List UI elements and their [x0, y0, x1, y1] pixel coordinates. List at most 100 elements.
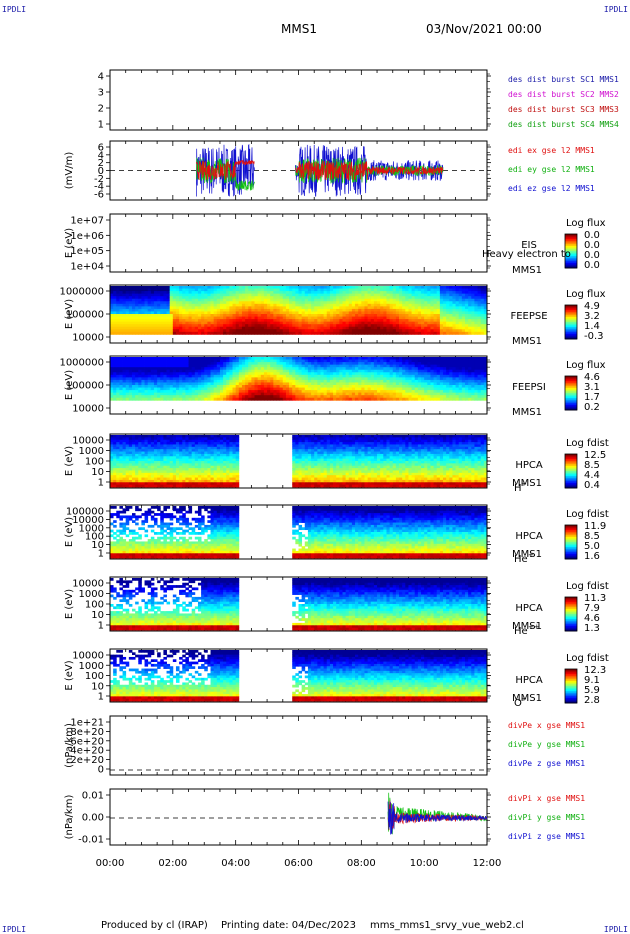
spectrogram-cell — [229, 395, 233, 399]
spectrogram-cell — [216, 316, 221, 320]
spectrogram-cell — [273, 314, 277, 317]
spectrogram-cell — [414, 293, 419, 297]
spectrogram-cell — [219, 326, 224, 330]
spectrogram-cell — [276, 329, 281, 333]
spectrogram-cell — [295, 377, 299, 381]
spectrogram-cell — [389, 385, 394, 388]
spectrogram-cell — [326, 385, 331, 388]
spectrogram-cell — [135, 321, 139, 325]
spectrogram-cell — [304, 293, 309, 297]
spectrogram-cell — [392, 392, 397, 396]
spectrogram-cell — [147, 321, 152, 325]
spectrogram-cell — [238, 288, 243, 292]
spectrogram-cell — [329, 397, 334, 401]
spectrogram-cell — [301, 395, 306, 399]
spectrogram-cell — [323, 293, 328, 297]
spectrogram-cell — [169, 359, 174, 363]
spectrogram-cell — [395, 392, 400, 396]
spectrogram-cell — [370, 321, 375, 325]
spectrogram-cell — [361, 293, 365, 297]
spectrogram-cell — [150, 359, 155, 363]
spectrogram-cell — [424, 382, 428, 386]
spectrogram-cell — [138, 372, 142, 376]
spectrogram-cell — [477, 387, 482, 391]
spectrogram-cell — [169, 296, 174, 300]
spectrogram-cell — [251, 362, 255, 366]
spectrogram-cell — [204, 311, 208, 315]
spectrogram-cell — [235, 288, 240, 292]
spectrogram-cell — [223, 314, 227, 317]
spectrogram-cell — [430, 329, 434, 333]
spectrogram-cell — [254, 329, 259, 333]
spectrogram-cell — [345, 369, 350, 373]
spectrogram-cell — [128, 367, 133, 371]
spectrogram-cell — [226, 301, 230, 305]
spectrogram-cell — [213, 321, 218, 325]
spectrogram-cell — [260, 316, 265, 320]
spectrogram-cell — [333, 298, 337, 302]
spectrogram-cell — [373, 329, 378, 333]
spectrogram-cell — [289, 321, 293, 325]
spectrogram-cell — [153, 293, 158, 297]
spectrogram-cell — [182, 372, 186, 376]
spectrogram-cell — [392, 385, 397, 388]
spectrogram-cell — [471, 395, 475, 399]
spectrogram-cell — [188, 359, 193, 363]
spectrogram-cell — [298, 319, 303, 323]
spectrogram-cell — [157, 324, 161, 328]
spectrogram-cell — [135, 291, 139, 295]
spectrogram-cell — [166, 314, 171, 317]
spectrogram-cell — [351, 387, 356, 391]
spectrogram-cell — [160, 362, 164, 366]
spectrogram-cell — [326, 329, 331, 333]
spectrogram-cell — [122, 451, 127, 455]
spectrogram-cell — [455, 367, 460, 371]
spectrogram-cell — [122, 359, 127, 363]
spectrogram-cell — [235, 314, 240, 317]
spectrogram-cell — [389, 293, 394, 297]
spectrogram-cell — [251, 296, 255, 300]
spectrogram-cell — [377, 316, 381, 320]
spectrogram-cell — [128, 314, 133, 317]
spectrogram-cell — [238, 321, 243, 325]
spectrogram-cell — [342, 306, 347, 310]
spectrogram-cell — [138, 301, 142, 305]
spectrogram-cell — [424, 314, 428, 317]
spectrogram-cell — [188, 390, 193, 394]
spectrogram-cell — [292, 286, 296, 289]
spectrogram-cell — [383, 372, 387, 376]
spectrogram-cell — [301, 374, 306, 378]
spectrogram-cell — [289, 392, 293, 396]
spectrogram-cell — [210, 372, 215, 376]
spectrogram-cell — [267, 324, 271, 328]
spectrogram-cell — [307, 369, 312, 373]
spectrogram-cell — [336, 316, 340, 320]
spectrogram-cell — [273, 298, 277, 302]
spectrogram-cell — [245, 321, 249, 325]
spectrogram-cell — [355, 369, 359, 373]
spectrogram-cell — [452, 296, 456, 300]
spectrogram-cell — [430, 308, 434, 312]
spectrogram-cell — [468, 291, 472, 295]
spectrogram-cell — [153, 319, 158, 323]
spectrogram-cell — [128, 316, 133, 320]
spectrogram-cell — [455, 331, 460, 335]
spectrogram-cell — [131, 397, 136, 401]
spectrogram-cell — [226, 324, 230, 328]
spectrogram-cell — [311, 306, 315, 310]
spectrogram-cell — [245, 387, 249, 391]
spectrogram-cell — [204, 385, 208, 388]
spectrogram-cell — [295, 303, 299, 307]
spectrogram-cell — [320, 379, 325, 383]
spectrogram-cell — [282, 286, 287, 289]
spectrogram-cell — [446, 301, 450, 305]
spectrogram-cell — [175, 357, 180, 360]
spectrogram-cell — [150, 364, 155, 368]
spectrogram-cell — [267, 390, 271, 394]
spectrogram-cell — [458, 288, 463, 292]
spectrogram-cell — [465, 357, 469, 360]
spectrogram-cell — [147, 331, 152, 335]
spectrogram-cell — [285, 316, 290, 320]
spectrogram-cell — [436, 329, 441, 333]
spectrogram-cell — [314, 314, 318, 317]
